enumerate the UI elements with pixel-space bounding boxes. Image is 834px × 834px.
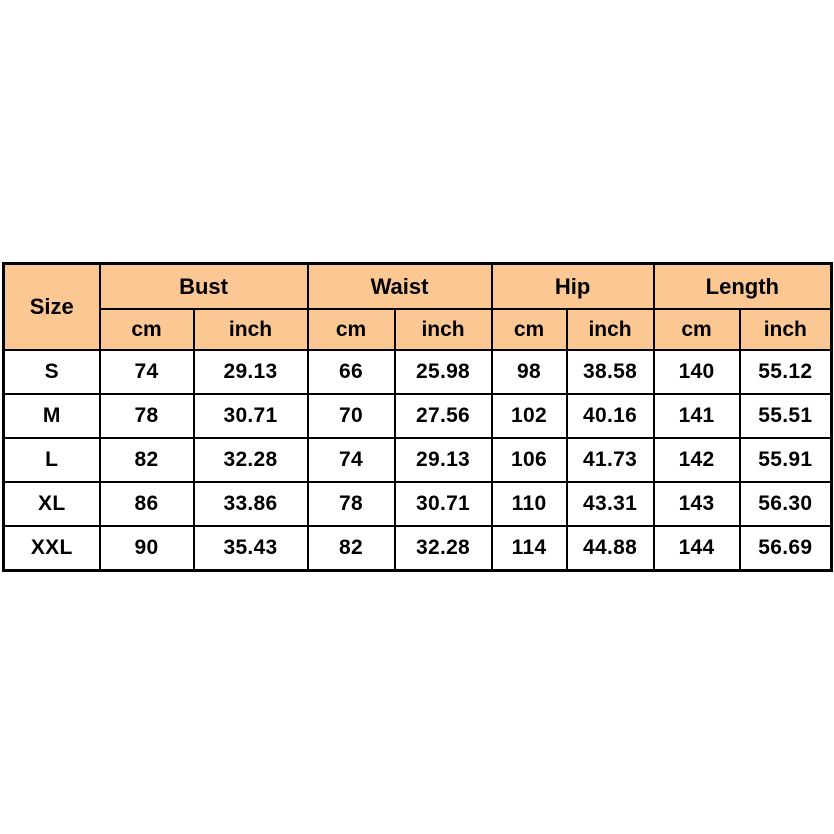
value-cell-length-inch: 56.30 [738, 481, 833, 527]
value-cell-hip-inch: 41.73 [565, 437, 655, 483]
value-cell-hip-inch: 44.88 [565, 525, 655, 571]
header-hip: Hip [490, 262, 655, 310]
header-hip-cm: cm [490, 308, 568, 351]
value-cell-bust-inch: 30.71 [192, 393, 309, 439]
header-hip-inch: inch [565, 308, 655, 351]
value-cell-waist-inch: 29.13 [393, 437, 493, 483]
value-cell-length-inch: 55.51 [738, 393, 833, 439]
size-cell: M [2, 393, 101, 439]
value-cell-hip-cm: 106 [490, 437, 568, 483]
value-cell-hip-cm: 98 [490, 349, 568, 395]
value-cell-waist-inch: 30.71 [393, 481, 493, 527]
value-cell-bust-cm: 86 [98, 481, 195, 527]
value-cell-bust-inch: 35.43 [192, 525, 309, 571]
table-row-m: M 78 30.71 70 27.56 102 40.16 141 55.51 [2, 393, 833, 439]
unit-header-row: cm inch cm inch cm inch cm inch [4, 308, 833, 351]
value-cell-waist-cm: 66 [306, 349, 396, 395]
header-bust-cm: cm [98, 308, 195, 351]
value-cell-bust-inch: 32.28 [192, 437, 309, 483]
value-cell-waist-cm: 78 [306, 481, 396, 527]
value-cell-waist-inch: 27.56 [393, 393, 493, 439]
table-row-s: S 74 29.13 66 25.98 98 38.58 140 55.12 [2, 349, 833, 395]
header-bust: Bust [98, 262, 309, 310]
value-cell-waist-inch: 25.98 [393, 349, 493, 395]
value-cell-hip-cm: 110 [490, 481, 568, 527]
value-cell-waist-cm: 74 [306, 437, 396, 483]
size-cell: XXL [2, 525, 101, 571]
value-cell-hip-inch: 43.31 [565, 481, 655, 527]
value-cell-bust-inch: 29.13 [192, 349, 309, 395]
header-length-inch: inch [738, 308, 833, 351]
header-size: Size [2, 262, 101, 351]
header-length: Length [652, 262, 833, 310]
value-cell-length-cm: 140 [652, 349, 741, 395]
value-cell-length-cm: 144 [652, 525, 741, 571]
value-cell-length-inch: 55.91 [738, 437, 833, 483]
value-cell-length-cm: 143 [652, 481, 741, 527]
value-cell-waist-cm: 70 [306, 393, 396, 439]
value-cell-hip-inch: 40.16 [565, 393, 655, 439]
value-cell-bust-cm: 82 [98, 437, 195, 483]
table-row-xxl: XXL 90 35.43 82 32.28 114 44.88 144 56.6… [2, 525, 833, 571]
header-bust-inch: inch [192, 308, 309, 351]
value-cell-bust-cm: 78 [98, 393, 195, 439]
header-length-cm: cm [652, 308, 741, 351]
size-cell: XL [2, 481, 101, 527]
value-cell-length-inch: 56.69 [738, 525, 833, 571]
size-cell: L [2, 437, 101, 483]
value-cell-length-cm: 142 [652, 437, 741, 483]
value-cell-hip-cm: 114 [490, 525, 568, 571]
value-cell-bust-inch: 33.86 [192, 481, 309, 527]
group-header-row: Size Bust Waist Hip Length [2, 262, 833, 351]
value-cell-hip-inch: 38.58 [565, 349, 655, 395]
value-cell-length-cm: 141 [652, 393, 741, 439]
size-cell: S [2, 349, 101, 395]
table-row-xl: XL 86 33.86 78 30.71 110 43.31 143 56.30 [2, 481, 833, 527]
header-waist-cm: cm [306, 308, 396, 351]
value-cell-waist-cm: 82 [306, 525, 396, 571]
value-cell-bust-cm: 90 [98, 525, 195, 571]
header-waist: Waist [306, 262, 493, 310]
header-waist-inch: inch [393, 308, 493, 351]
value-cell-length-inch: 55.12 [738, 349, 833, 395]
value-cell-bust-cm: 74 [98, 349, 195, 395]
table-row-l: L 82 32.28 74 29.13 106 41.73 142 55.91 [2, 437, 833, 483]
size-chart-table: Size Bust Waist Hip Length cm inch cm in… [2, 262, 834, 572]
value-cell-waist-inch: 32.28 [393, 525, 493, 571]
value-cell-hip-cm: 102 [490, 393, 568, 439]
